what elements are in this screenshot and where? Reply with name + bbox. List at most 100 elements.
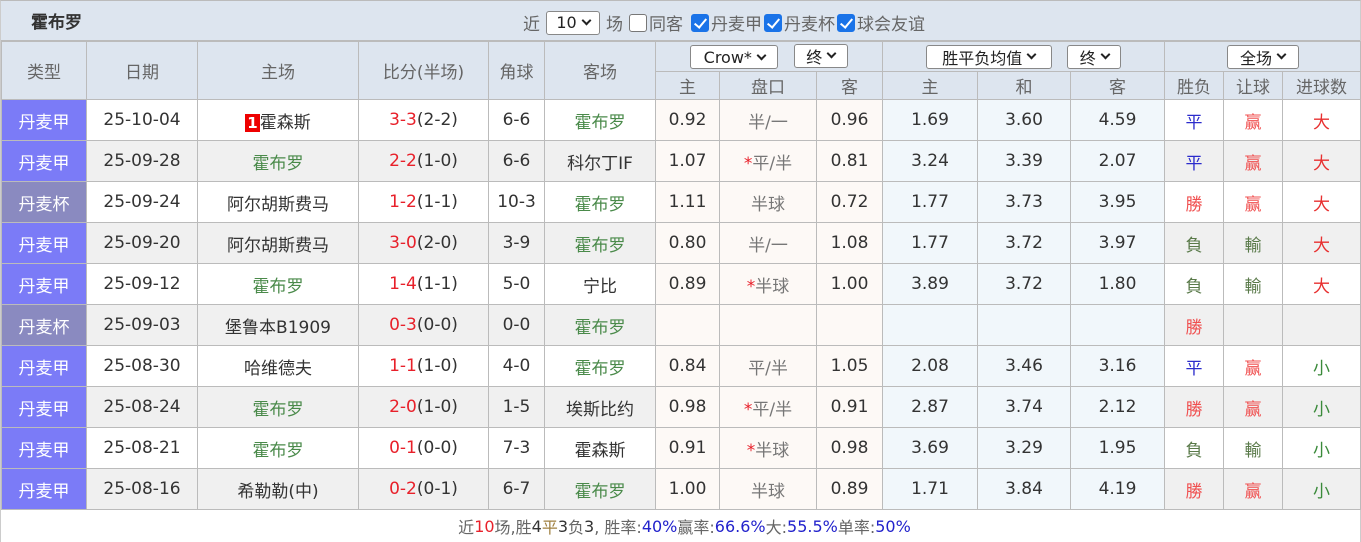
handicap-home-odds: 0.98 <box>655 386 720 428</box>
filter-checkbox[interactable] <box>629 13 647 32</box>
full-time-score: 1-1 <box>389 356 417 376</box>
table-row[interactable]: 丹麦甲 25-08-16 希勒勒(中) 0-2(0-1) 6-7 霍布罗 1.0… <box>1 468 1361 510</box>
euro-time-select[interactable]: 终 <box>1067 44 1122 69</box>
table-row[interactable]: 丹麦甲 25-10-04 1 霍森斯 3-3(2-2) 6-6 霍布罗 0.92 … <box>1 99 1361 141</box>
score-cell[interactable]: 0-1(0-0) <box>358 427 489 469</box>
league-cell[interactable]: 丹麦甲 <box>1 427 87 469</box>
away-team-name[interactable]: 霍布罗 <box>574 481 626 502</box>
corner-cell: 1-5 <box>488 386 545 428</box>
away-team-cell[interactable]: 科尔丁IF <box>544 140 656 182</box>
handicap-away-odds: 0.98 <box>815 427 884 469</box>
home-team-name[interactable]: 阿尔胡斯费马 <box>227 194 329 215</box>
home-team-cell[interactable]: 堡鲁本B1909 <box>197 304 359 346</box>
filter-checkbox[interactable] <box>691 13 709 32</box>
away-team-cell[interactable]: 宁比 <box>544 263 656 305</box>
score-cell[interactable]: 1-2(1-1) <box>358 181 489 223</box>
home-team-cell[interactable]: 霍布罗 <box>197 140 359 182</box>
col-h-home: 主 <box>655 71 720 100</box>
away-team-name[interactable]: 科尔丁IF <box>567 153 633 174</box>
score-cell[interactable]: 2-0(1-0) <box>358 386 489 428</box>
filter-option-label[interactable]: 丹麦杯 <box>784 15 835 35</box>
away-team-cell[interactable]: 霍布罗 <box>544 181 656 223</box>
league-cell[interactable]: 丹麦甲 <box>1 345 87 387</box>
home-team-cell[interactable]: 阿尔胡斯费马 <box>197 222 359 264</box>
home-team-cell[interactable]: 希勒勒(中) <box>197 468 359 510</box>
league-cell[interactable]: 丹麦甲 <box>1 140 87 182</box>
away-team-name[interactable]: 霍布罗 <box>574 194 626 215</box>
table-row[interactable]: 丹麦甲 25-08-24 霍布罗 2-0(1-0) 1-5 埃斯比约 0.98 … <box>1 386 1361 428</box>
handicap-company-select[interactable]: Crow* <box>690 45 779 70</box>
home-team-name[interactable]: 霍森斯 <box>259 112 311 133</box>
away-team-name[interactable]: 霍布罗 <box>574 112 626 133</box>
table-row[interactable]: 丹麦甲 25-09-20 阿尔胡斯费马 3-0(2-0) 3-9 霍布罗 0.8… <box>1 222 1361 264</box>
score-cell[interactable]: 0-3(0-0) <box>358 304 489 346</box>
away-team-name[interactable]: 宁比 <box>583 276 617 297</box>
away-team-cell[interactable]: 霍布罗 <box>544 468 656 510</box>
league-cell[interactable]: 丹麦甲 <box>1 386 87 428</box>
handicap-company-value: Crow* <box>703 47 752 67</box>
euro-type-select[interactable]: 胜平负均值 <box>925 44 1052 69</box>
table-row[interactable]: 丹麦杯 25-09-24 阿尔胡斯费马 1-2(1-1) 10-3 霍布罗 1.… <box>1 181 1361 223</box>
home-team-name[interactable]: 霍布罗 <box>252 153 304 174</box>
table-row[interactable]: 丹麦甲 25-08-21 霍布罗 0-1(0-0) 7-3 霍森斯 0.91 *… <box>1 427 1361 469</box>
home-team-name[interactable]: 希勒勒(中) <box>237 481 319 502</box>
date-cell: 25-10-04 <box>86 99 198 141</box>
euro-home-odds <box>882 304 979 346</box>
home-team-cell[interactable]: 1 霍森斯 <box>197 99 359 141</box>
league-cell[interactable]: 丹麦杯 <box>1 181 87 223</box>
score-cell[interactable]: 1-4(1-1) <box>358 263 489 305</box>
table-row[interactable]: 丹麦甲 25-08-30 哈维德夫 1-1(1-0) 4-0 霍布罗 0.84 … <box>1 345 1361 387</box>
away-team-name[interactable]: 霍布罗 <box>574 317 626 338</box>
score-cell[interactable]: 1-1(1-0) <box>358 345 489 387</box>
corner-cell: 10-3 <box>488 181 545 223</box>
over-rate: 55.5% <box>787 516 838 536</box>
table-row[interactable]: 丹麦杯 25-09-03 堡鲁本B1909 0-3(0-0) 0-0 霍布罗 勝 <box>1 304 1361 346</box>
home-team-cell[interactable]: 阿尔胡斯费马 <box>197 181 359 223</box>
away-team-name[interactable]: 霍森斯 <box>574 440 626 461</box>
half-time-score: (2-0) <box>416 233 458 253</box>
table-row[interactable]: 丹麦甲 25-09-28 霍布罗 2-2(1-0) 6-6 科尔丁IF 1.07… <box>1 140 1361 182</box>
away-team-name[interactable]: 霍布罗 <box>574 358 626 379</box>
filter-option-label[interactable]: 同客 <box>649 15 683 35</box>
table-row[interactable]: 丹麦甲 25-09-12 霍布罗 1-4(1-1) 5-0 宁比 0.89 *半… <box>1 263 1361 305</box>
euro-away-odds: 3.95 <box>1070 181 1166 223</box>
score-cell[interactable]: 0-2(0-1) <box>358 468 489 510</box>
home-team-cell[interactable]: 霍布罗 <box>197 427 359 469</box>
away-team-cell[interactable]: 霍森斯 <box>544 427 656 469</box>
filter-option-label[interactable]: 球会友谊 <box>857 15 925 35</box>
score-cell[interactable]: 3-0(2-0) <box>358 222 489 264</box>
home-team-name[interactable]: 霍布罗 <box>252 276 304 297</box>
away-team-cell[interactable]: 霍布罗 <box>544 222 656 264</box>
league-cell[interactable]: 丹麦甲 <box>1 99 87 141</box>
home-team-name[interactable]: 霍布罗 <box>252 440 304 461</box>
home-team-name[interactable]: 哈维德夫 <box>244 358 312 379</box>
score-cell[interactable]: 3-3(2-2) <box>358 99 489 141</box>
home-team-cell[interactable]: 哈维德夫 <box>197 345 359 387</box>
league-cell[interactable]: 丹麦杯 <box>1 304 87 346</box>
home-team-cell[interactable]: 霍布罗 <box>197 263 359 305</box>
away-team-cell[interactable]: 霍布罗 <box>544 304 656 346</box>
col-corner: 角球 <box>488 41 545 100</box>
home-team-name[interactable]: 霍布罗 <box>252 399 304 420</box>
score-cell[interactable]: 2-2(1-0) <box>358 140 489 182</box>
filter-checkbox[interactable] <box>764 13 782 32</box>
home-team-name[interactable]: 堡鲁本B1909 <box>225 317 331 338</box>
league-cell[interactable]: 丹麦甲 <box>1 222 87 264</box>
filter-checkbox[interactable] <box>837 13 855 32</box>
away-team-cell[interactable]: 埃斯比约 <box>544 386 656 428</box>
handicap-time-select[interactable]: 终 <box>793 43 848 68</box>
scope-select[interactable]: 全场 <box>1226 44 1299 69</box>
col-result: 胜负 <box>1164 71 1225 100</box>
league-cell[interactable]: 丹麦甲 <box>1 468 87 510</box>
home-team-name[interactable]: 阿尔胡斯费马 <box>227 235 329 256</box>
filter-option-label[interactable]: 丹麦甲 <box>711 15 762 35</box>
league-cell[interactable]: 丹麦甲 <box>1 263 87 305</box>
euro-draw-odds: 3.39 <box>977 140 1072 182</box>
away-team-name[interactable]: 霍布罗 <box>574 235 626 256</box>
away-team-name[interactable]: 埃斯比约 <box>566 399 634 420</box>
handicap-result-cell: 輸 <box>1223 263 1284 305</box>
away-team-cell[interactable]: 霍布罗 <box>544 345 656 387</box>
home-team-cell[interactable]: 霍布罗 <box>197 386 359 428</box>
away-team-cell[interactable]: 霍布罗 <box>544 99 656 141</box>
match-count-select[interactable]: 10 <box>546 10 600 35</box>
